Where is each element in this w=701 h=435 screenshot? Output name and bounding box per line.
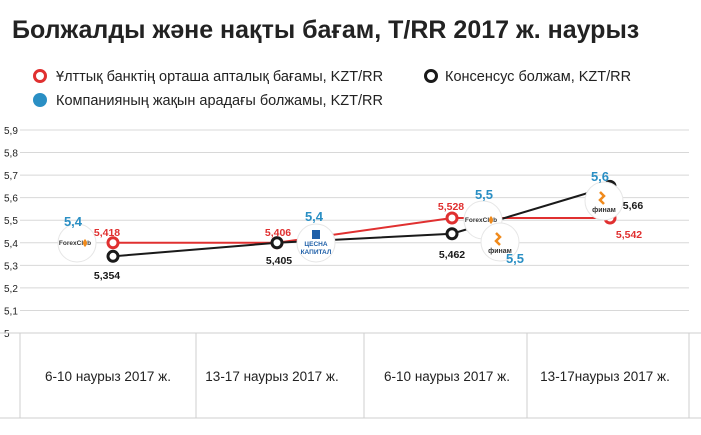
national-bank-value-label: 5,528 <box>438 201 464 213</box>
y-tick-label: 5,9 <box>4 126 18 137</box>
finam-logo-text: финам <box>592 207 616 214</box>
national-bank-value-label: 5,542 <box>616 229 642 241</box>
series-layer <box>106 179 617 263</box>
y-tick-label: 5,2 <box>4 284 18 295</box>
company-forecast-label: 5,4 <box>305 209 324 224</box>
consensus-value-label: 5,66 <box>623 200 644 212</box>
forexclub-logo-text: ForexClub <box>465 217 497 224</box>
company-forecast-label: 5,6 <box>591 169 609 184</box>
legend-marker-national-bank <box>33 69 47 83</box>
y-tick-label: 5,4 <box>4 239 18 250</box>
y-tick-label: 5,6 <box>4 194 18 205</box>
national-bank-value-label: 5,418 <box>94 227 120 239</box>
legend-label-consensus: Консенсус болжам, KZT/RR <box>445 69 631 85</box>
data-labels: 5,4 5,4 5,5 5,5 5,6 5,418 5,406 5,528 5,542 5,354… <box>64 169 643 282</box>
y-tick-label: 5,3 <box>4 261 18 272</box>
category-label: 13-17 наурыз 2017 ж. <box>205 369 338 384</box>
category-label: 13-17наурыз 2017 ж. <box>540 369 670 384</box>
y-tick-label: 5,1 <box>4 306 18 317</box>
category-label: 6-10 наурыз 2017 ж. <box>45 369 171 384</box>
series-line-national-bank <box>113 216 610 244</box>
tsesna-logo-mark <box>312 230 320 239</box>
tsesna-logo-text: ЦЕСНА <box>304 241 327 248</box>
finam-logo-text: финам <box>488 248 512 255</box>
y-tick-labels: 5 5,1 5,2 5,3 5,4 5,5 5,6 5,7 5,8 5,9 <box>4 126 18 340</box>
category-labels: 6-10 наурыз 2017 ж. 13-17 наурыз 2017 ж. 6… <box>0 332 701 419</box>
marker-consensus <box>445 227 459 241</box>
marker-national-bank <box>445 211 459 225</box>
forexclub-logo-text: ForexClub <box>59 240 91 247</box>
consensus-value-label: 5,405 <box>266 255 292 267</box>
company-logo-badge <box>296 223 336 263</box>
company-forecast-label: 5,5 <box>475 187 493 202</box>
marker-consensus <box>106 249 120 263</box>
company-logo-badge <box>57 223 97 263</box>
company-logo-badge <box>480 222 520 262</box>
legend-label-company: Компанияның жақын арадағы болжамы, KZT/R… <box>56 93 383 109</box>
category-label: 6-10 наурыз 2017 ж. <box>384 369 510 384</box>
forexclub-logo-mark <box>489 216 493 224</box>
legend-marker-company <box>33 93 47 107</box>
consensus-value-label: 5,354 <box>94 270 120 282</box>
company-logo-badge <box>584 181 624 221</box>
consensus-value-label: 5,462 <box>439 249 465 261</box>
company-forecast-label: 5,4 <box>64 214 83 229</box>
series-line-consensus <box>112 185 611 258</box>
national-bank-value-label: 5,406 <box>265 227 291 239</box>
y-tick-label: 5,8 <box>4 149 18 160</box>
marker-consensus <box>270 236 284 250</box>
company-forecast-label: 5,5 <box>506 251 524 266</box>
chart-title: Болжалды және нақты бағам, Т/RR 2017 ж. … <box>12 16 639 44</box>
legend-marker-consensus <box>424 69 438 83</box>
grid-layer <box>20 129 689 334</box>
legend-label-national-bank: Ұлттық банктің орташа апталық бағамы, KZ… <box>56 69 383 85</box>
y-tick-label: 5,5 <box>4 216 18 227</box>
forexclub-logo-mark <box>83 239 87 247</box>
y-tick-label: 5 <box>4 329 10 340</box>
finam-logo-mark <box>598 191 606 205</box>
finam-logo-mark <box>494 232 502 246</box>
y-tick-label: 5,7 <box>4 171 18 182</box>
tsesna-logo-text: КАПИТАЛ <box>301 249 332 256</box>
legend: Ұлттық банктің орташа апталық бағамы, KZ… <box>33 69 631 109</box>
marker-national-bank <box>106 236 120 250</box>
